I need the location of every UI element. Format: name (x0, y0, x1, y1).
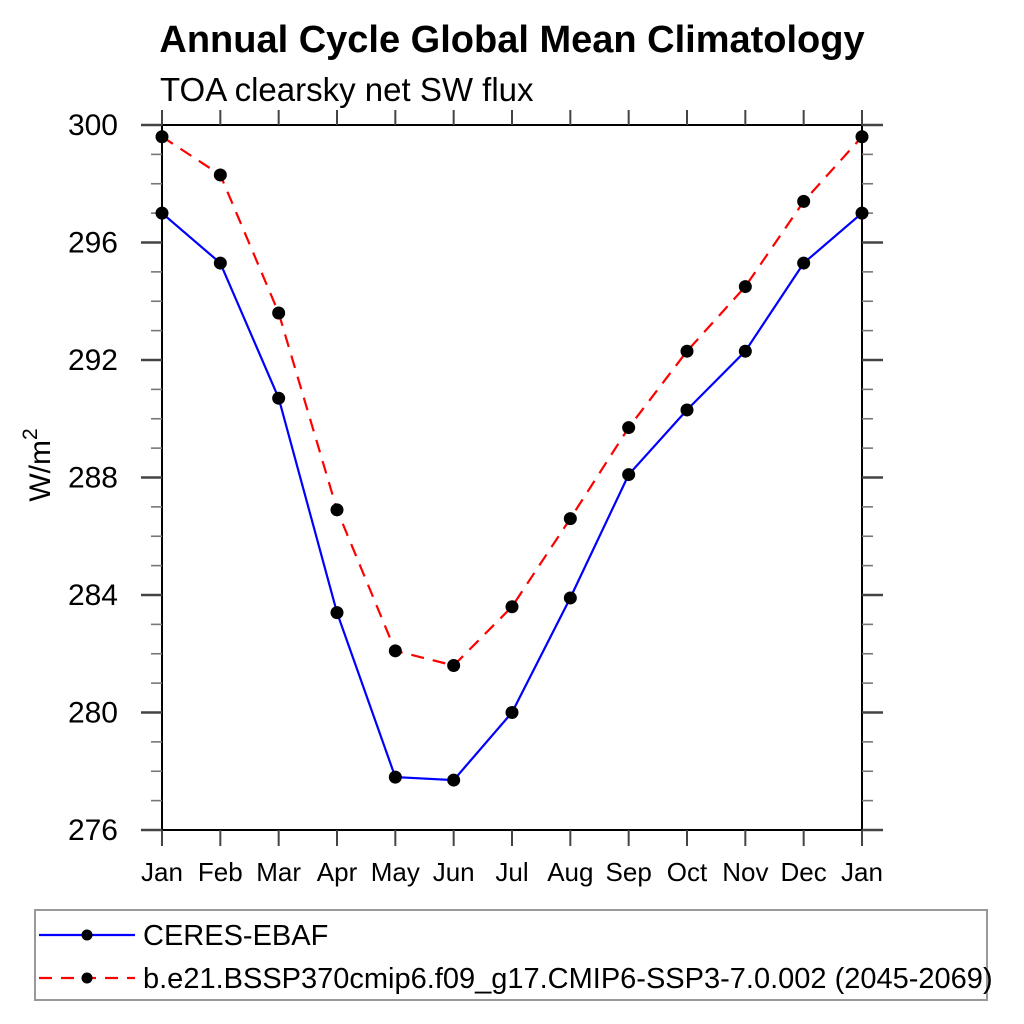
data-point-marker (447, 773, 461, 787)
data-point-marker (213, 256, 227, 270)
data-point-marker (447, 659, 461, 672)
x-tick-label: Jan (841, 857, 883, 887)
data-point-marker (155, 206, 169, 220)
data-point-marker (563, 512, 577, 526)
data-point-marker (213, 168, 227, 182)
data-point-marker (563, 591, 577, 605)
legend-label-model: b.e21.BSSP370cmip6.f09_g17.CMIP6-SSP3-7.… (143, 963, 993, 995)
data-point-marker (622, 421, 636, 435)
legend-marker-dot (81, 929, 93, 941)
data-point-marker (797, 194, 811, 208)
y-tick-label: 292 (68, 344, 118, 377)
data-point-marker (505, 600, 519, 614)
y-tick-label: 300 (68, 109, 118, 142)
data-point-marker (330, 606, 344, 620)
data-point-marker (855, 130, 869, 144)
data-point-marker (855, 206, 869, 220)
data-point-marker (388, 770, 402, 784)
x-tick-label: Jul (495, 857, 528, 887)
x-tick-label: Mar (256, 857, 301, 887)
data-point-marker (680, 403, 694, 417)
x-tick-label: Feb (198, 857, 243, 887)
legend-item-model: b.e21.BSSP370cmip6.f09_g17.CMIP6-SSP3-7.… (39, 963, 993, 995)
data-point-marker (738, 344, 752, 358)
y-tick-label: 296 (68, 227, 118, 260)
data-point-marker (797, 256, 811, 270)
data-point-marker (505, 706, 519, 719)
data-point-marker (738, 280, 752, 294)
x-tick-label: May (371, 857, 420, 887)
data-point-marker (272, 306, 286, 320)
data-point-marker (680, 344, 694, 358)
y-tick-label: 288 (68, 462, 118, 495)
chart-subtitle: TOA clearsky net SW flux (160, 71, 534, 108)
data-point-marker (622, 468, 636, 482)
data-point-marker (155, 130, 169, 144)
series-line-model (161, 135, 863, 667)
x-tick-label: Jun (433, 857, 475, 887)
x-tick-label: Oct (667, 857, 708, 887)
x-tick-label: Aug (547, 857, 593, 887)
y-axis-label: W/m2 (19, 428, 57, 501)
x-tick-label: Apr (317, 857, 358, 887)
legend-marker-dot (81, 972, 93, 984)
legend-item-ceres: CERES-EBAF (39, 920, 328, 952)
series-line-ceres (161, 212, 863, 782)
data-point-marker (330, 503, 344, 517)
y-tick-label: 276 (68, 814, 118, 847)
plot-area: 276 280 284 288 292 296 300 Jan Feb Mar Apr May Jun J… (68, 109, 883, 887)
legend: CERES-EBAF b.e21.BSSP370cmip6.f09_g17.CM… (34, 909, 993, 1001)
legend-box (34, 909, 988, 1001)
chart-title: Annual Cycle Global Mean Climatology (159, 19, 864, 61)
x-tick-label: Nov (722, 857, 768, 887)
x-tick-label: Jan (141, 857, 183, 887)
data-point-marker (388, 644, 402, 658)
y-tick-label: 280 (68, 697, 118, 730)
x-tick-label: Dec (781, 857, 827, 887)
x-tick-label: Sep (606, 857, 652, 887)
y-tick-label: 284 (68, 579, 118, 612)
data-point-marker (272, 391, 286, 405)
legend-label-ceres: CERES-EBAF (143, 920, 328, 952)
